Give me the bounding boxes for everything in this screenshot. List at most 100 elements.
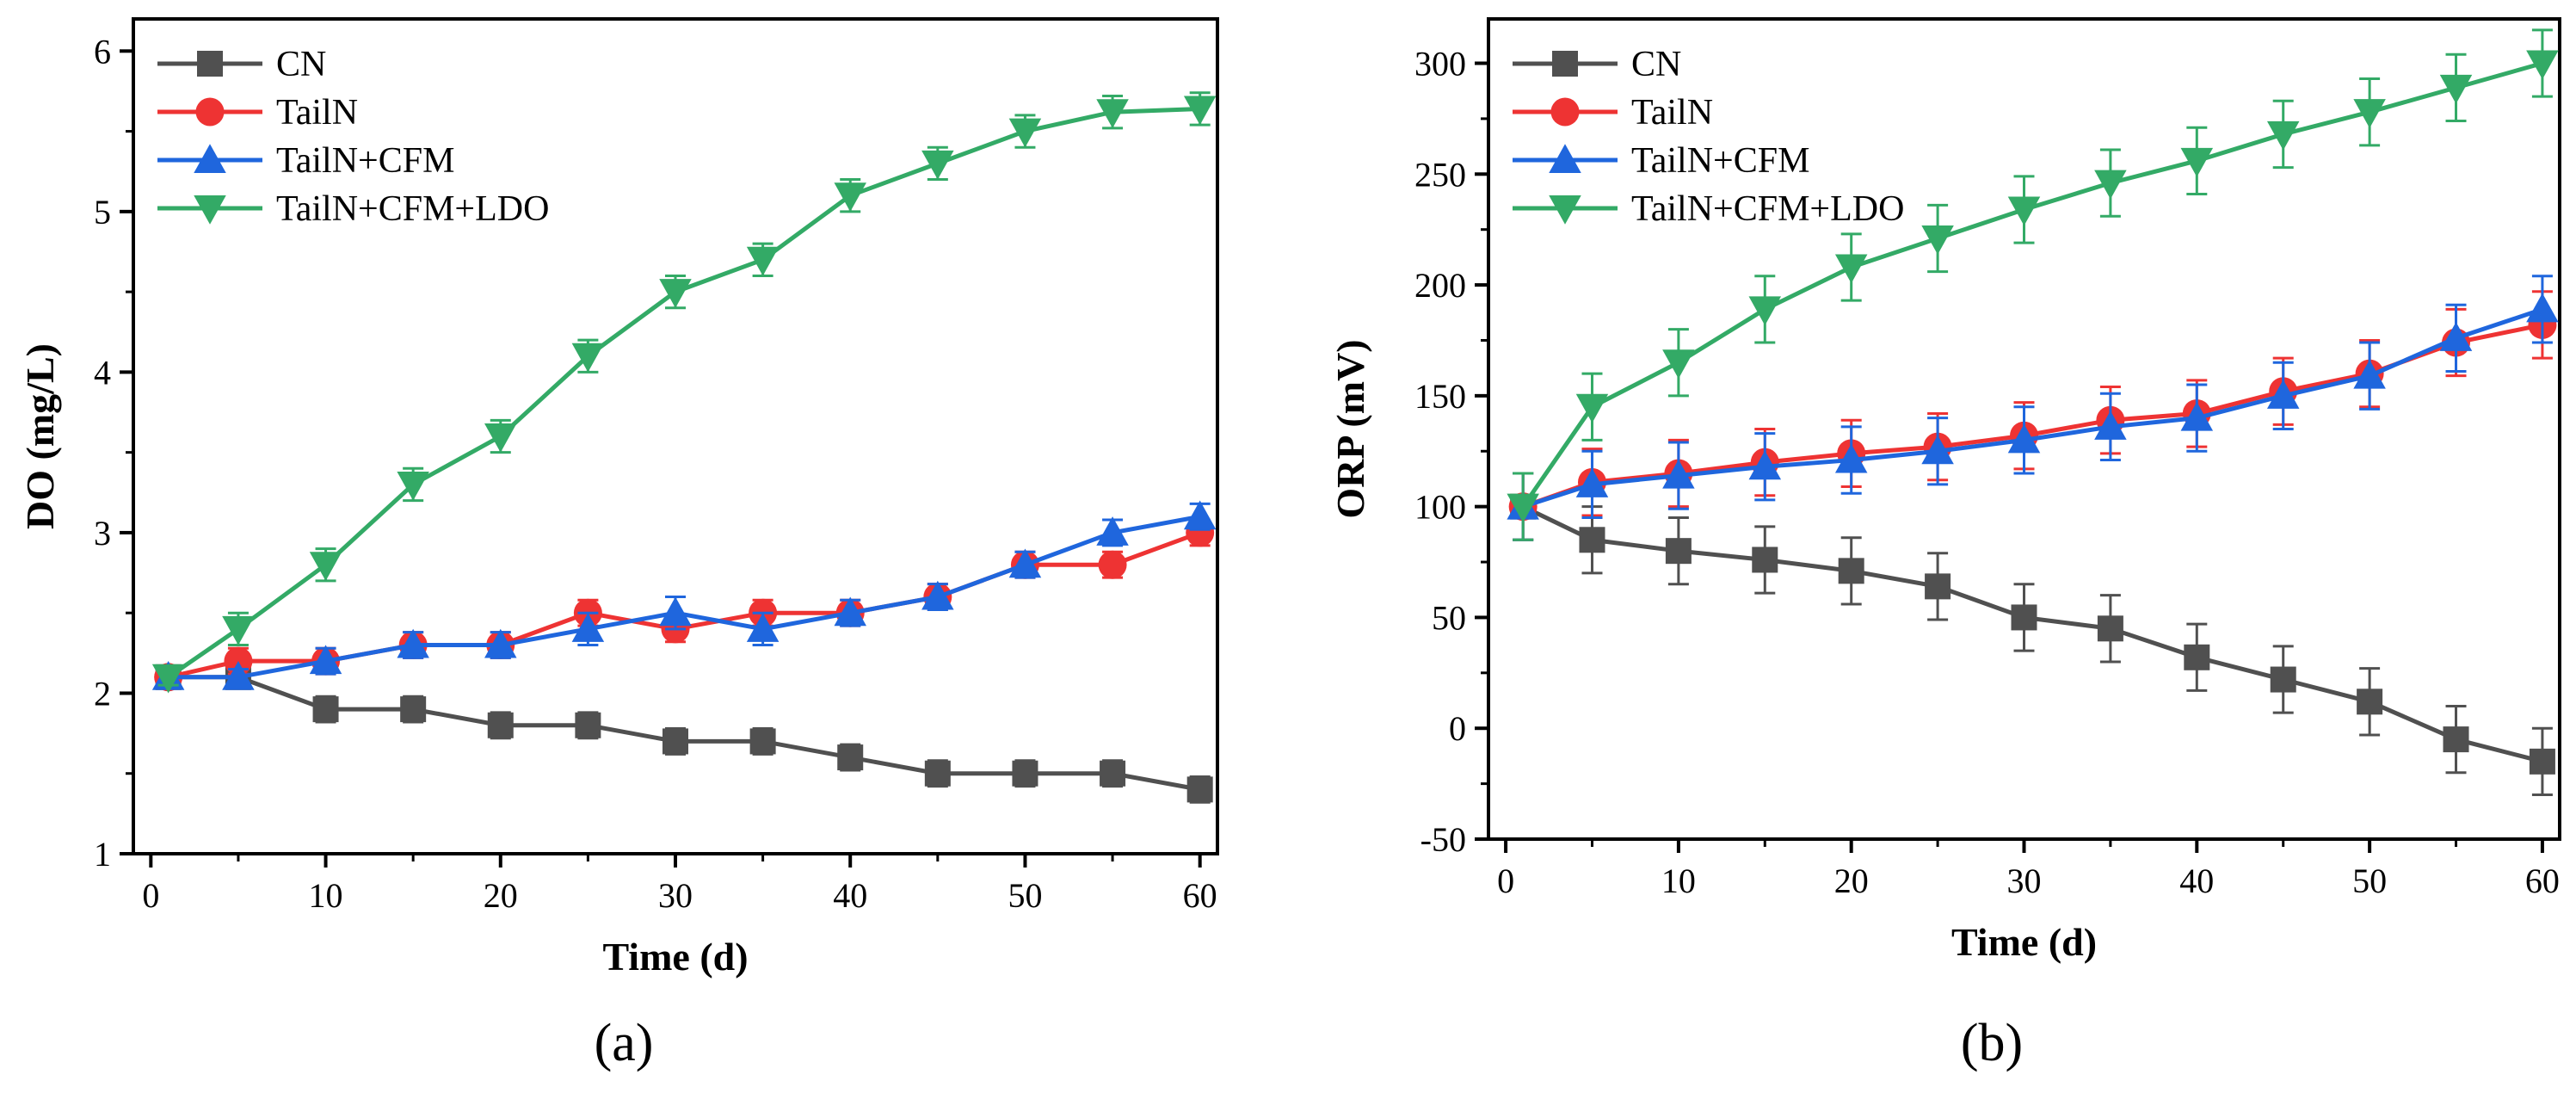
data-point (662, 728, 688, 755)
data-point (222, 661, 255, 690)
y-tick-label: 250 (1414, 155, 1466, 194)
legend-marker (1549, 144, 1581, 173)
legend-label: CN (276, 45, 326, 84)
data-point (659, 596, 692, 627)
data-point (2353, 99, 2386, 128)
data-point (2357, 689, 2383, 715)
y-tick-label: 4 (94, 353, 111, 392)
x-tick-label: 0 (1497, 861, 1514, 900)
y-tick-label: 5 (94, 193, 111, 232)
data-point (2007, 423, 2041, 454)
data-point (1752, 546, 1778, 573)
data-point (2097, 615, 2123, 642)
legend-label: TailN (276, 93, 358, 133)
data-point (1579, 527, 1605, 553)
y-tick-label: 2 (94, 674, 111, 713)
data-point (1008, 548, 1042, 578)
data-point (1507, 493, 1539, 523)
data-point (571, 613, 605, 642)
data-point (2011, 604, 2037, 631)
data-point (1186, 776, 1213, 803)
legend-marker (1549, 195, 1581, 225)
data-point (484, 628, 517, 658)
x-tick-label: 40 (833, 876, 867, 915)
y-tick-label: 50 (1432, 598, 1466, 637)
series-tailn-cfm (1507, 275, 2559, 541)
data-point (2526, 50, 2559, 80)
data-point (1183, 500, 1217, 530)
data-point (746, 246, 780, 276)
x-axis-title: Time (d) (1951, 920, 2097, 964)
panel-caption: (a) (595, 1014, 654, 1072)
x-tick-label: 20 (484, 876, 518, 915)
legend: CN TailN TailN+CFM TailN+CFM+LDO (157, 45, 549, 229)
data-point (921, 150, 954, 180)
data-point (2526, 293, 2559, 323)
data-point (2270, 666, 2296, 693)
x-tick-label: 60 (2525, 861, 2560, 900)
y-tick-label: 1 (94, 835, 111, 874)
data-point (746, 613, 780, 642)
y-tick-label: -50 (1420, 820, 1466, 859)
data-point (2184, 644, 2210, 670)
data-point (924, 760, 951, 787)
data-point (312, 696, 339, 723)
data-point (1921, 225, 1954, 255)
data-point (400, 696, 427, 723)
data-point (1096, 99, 1129, 128)
x-tick-label: 40 (2179, 861, 2214, 900)
data-point (2353, 359, 2386, 389)
data-point (397, 628, 429, 658)
series-tailn-cfm-ldo (1507, 28, 2559, 541)
data-point (2443, 726, 2469, 753)
data-point (1575, 468, 1609, 497)
legend-label: TailN+CFM (1631, 141, 1809, 181)
x-tick-label: 50 (2352, 861, 2387, 900)
data-point (575, 712, 601, 738)
legend-marker (197, 51, 223, 77)
data-point (2529, 748, 2555, 775)
data-point (1662, 349, 1695, 379)
legend-marker (1552, 51, 1578, 77)
data-point (2439, 322, 2473, 351)
series-tailn-cfm (151, 500, 1217, 690)
data-point (2180, 147, 2214, 177)
legend-marker (194, 195, 226, 225)
data-point (1575, 393, 1609, 423)
x-axis-title: Time (d) (602, 935, 748, 979)
series-tailn-cfm-ldo (151, 91, 1217, 694)
data-point (309, 552, 342, 581)
data-point (837, 744, 864, 771)
x-tick-label: 60 (1183, 876, 1217, 915)
data-point (2439, 74, 2473, 104)
legend-label: TailN+CFM (276, 141, 454, 181)
legend-label: TailN+CFM+LDO (276, 189, 549, 229)
data-point (2007, 196, 2041, 226)
y-tick-label: 150 (1414, 377, 1466, 416)
y-tick-label: 3 (94, 514, 111, 553)
x-tick-label: 30 (2007, 861, 2042, 900)
data-point (1662, 459, 1695, 489)
x-tick-label: 30 (658, 876, 693, 915)
data-point (151, 664, 185, 694)
legend-label: TailN+CFM+LDO (1631, 189, 1904, 229)
data-point (2266, 120, 2300, 151)
data-point (1008, 118, 1042, 148)
series-tailn (1508, 290, 2557, 541)
data-point (487, 712, 514, 738)
data-point (2180, 401, 2214, 431)
data-point (2266, 380, 2300, 409)
legend-marker (194, 144, 226, 173)
data-point (1921, 435, 1954, 465)
y-axis-title: ORP (mV) (1328, 339, 1372, 518)
y-tick-label: 100 (1414, 488, 1466, 527)
data-point (1183, 96, 1217, 126)
data-point (1665, 538, 1692, 565)
x-tick-label: 20 (1834, 861, 1869, 900)
series-cn (1510, 472, 2555, 796)
data-point (1748, 450, 1782, 480)
x-tick-label: 50 (1008, 876, 1042, 915)
chart-panel-a: 0 10 20 30 40 50 60 1 2 3 4 5 6 Time (d) DO (mg/L) CN Ta… (18, 17, 1219, 1072)
data-point (1100, 760, 1126, 787)
y-tick-label: 200 (1414, 266, 1466, 305)
